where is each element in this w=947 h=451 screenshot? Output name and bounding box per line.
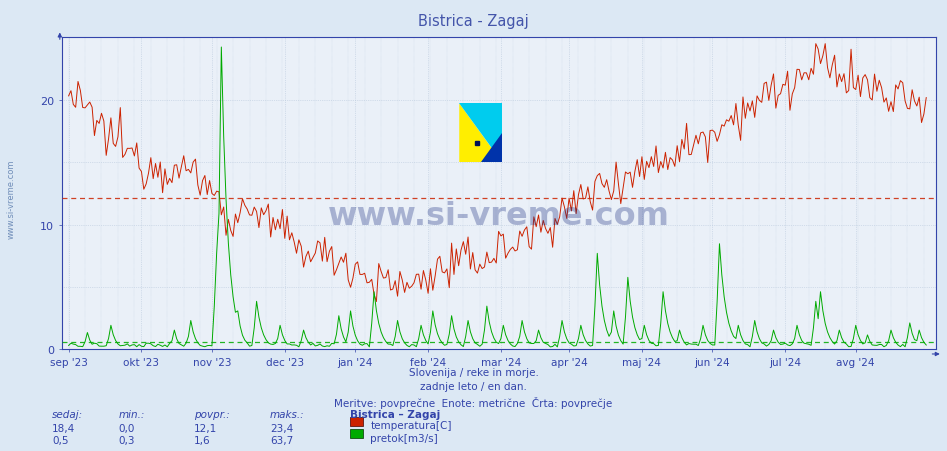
Text: min.:: min.: <box>118 410 145 419</box>
Text: 12,1: 12,1 <box>194 423 218 433</box>
Text: maks.:: maks.: <box>270 410 305 419</box>
Text: sedaj:: sedaj: <box>52 410 83 419</box>
Text: Bistrica – Zagaj: Bistrica – Zagaj <box>350 410 440 419</box>
Text: Bistrica - Zagaj: Bistrica - Zagaj <box>419 14 528 29</box>
Text: Slovenija / reke in morje.: Slovenija / reke in morje. <box>408 368 539 377</box>
Text: 23,4: 23,4 <box>270 423 294 433</box>
Text: pretok[m3/s]: pretok[m3/s] <box>370 433 438 443</box>
Text: 0,3: 0,3 <box>118 435 134 445</box>
Text: temperatura[C]: temperatura[C] <box>370 420 452 430</box>
Text: zadnje leto / en dan.: zadnje leto / en dan. <box>420 381 527 391</box>
Text: povpr.:: povpr.: <box>194 410 230 419</box>
Text: www.si-vreme.com: www.si-vreme.com <box>7 159 16 238</box>
Polygon shape <box>480 133 502 163</box>
Polygon shape <box>459 104 502 163</box>
Text: www.si-vreme.com: www.si-vreme.com <box>328 200 670 231</box>
Polygon shape <box>459 104 502 163</box>
Text: 0,0: 0,0 <box>118 423 134 433</box>
Text: 63,7: 63,7 <box>270 435 294 445</box>
Text: Meritve: povprečne  Enote: metrične  Črta: povprečje: Meritve: povprečne Enote: metrične Črta:… <box>334 396 613 408</box>
Text: 0,5: 0,5 <box>52 435 68 445</box>
Text: 18,4: 18,4 <box>52 423 76 433</box>
Text: 1,6: 1,6 <box>194 435 211 445</box>
